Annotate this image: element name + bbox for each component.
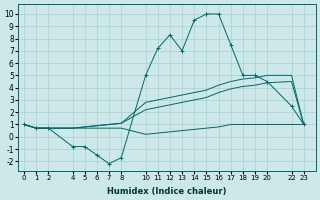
X-axis label: Humidex (Indice chaleur): Humidex (Indice chaleur) bbox=[107, 187, 227, 196]
